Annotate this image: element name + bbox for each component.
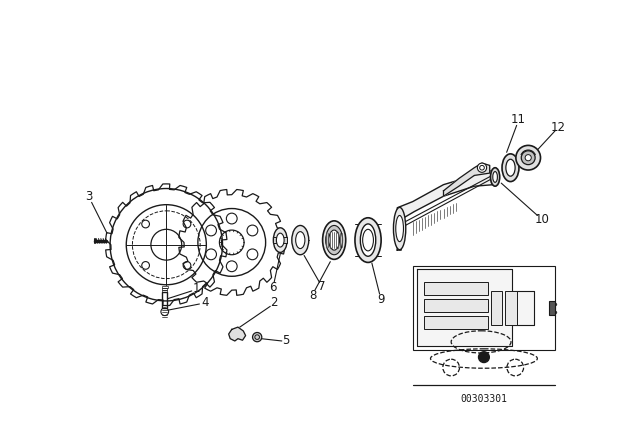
Ellipse shape (493, 172, 497, 182)
Text: 11: 11 (511, 113, 525, 126)
Ellipse shape (506, 159, 515, 176)
Ellipse shape (502, 154, 519, 181)
Text: 00303301: 00303301 (460, 394, 508, 404)
Circle shape (479, 352, 490, 362)
Bar (424, 316, 488, 329)
Circle shape (521, 151, 535, 165)
Ellipse shape (292, 225, 308, 255)
Bar (506, 291, 516, 325)
Ellipse shape (360, 224, 376, 256)
Ellipse shape (296, 232, 305, 249)
Text: 3: 3 (86, 190, 93, 202)
Text: 9: 9 (378, 293, 385, 306)
Circle shape (525, 155, 531, 161)
Polygon shape (444, 163, 490, 196)
Text: 6: 6 (269, 281, 276, 294)
Ellipse shape (490, 168, 500, 186)
Bar (424, 299, 488, 312)
Text: 2: 2 (270, 296, 278, 309)
Bar (424, 282, 488, 295)
Text: 12: 12 (551, 121, 566, 134)
Bar (413, 266, 555, 350)
Bar (163, 290, 167, 293)
Ellipse shape (276, 233, 284, 247)
Ellipse shape (273, 228, 287, 252)
Text: 1: 1 (193, 282, 200, 295)
Text: 8: 8 (309, 289, 316, 302)
Bar (162, 288, 167, 290)
Text: 7: 7 (318, 280, 326, 293)
Circle shape (516, 146, 541, 170)
Bar (549, 301, 555, 314)
Bar (491, 291, 502, 325)
Bar (273, 237, 287, 243)
Bar (163, 293, 167, 308)
Ellipse shape (394, 207, 406, 250)
Polygon shape (417, 269, 534, 346)
Text: 4: 4 (201, 296, 209, 309)
Polygon shape (397, 171, 497, 250)
Ellipse shape (326, 225, 342, 255)
Circle shape (477, 163, 486, 172)
Ellipse shape (355, 218, 381, 263)
Polygon shape (228, 327, 246, 341)
Circle shape (253, 332, 262, 342)
Text: 5: 5 (282, 335, 289, 348)
Text: 10: 10 (534, 213, 550, 226)
Ellipse shape (323, 221, 346, 259)
Ellipse shape (329, 230, 340, 250)
Bar (162, 285, 168, 288)
Ellipse shape (396, 215, 403, 241)
